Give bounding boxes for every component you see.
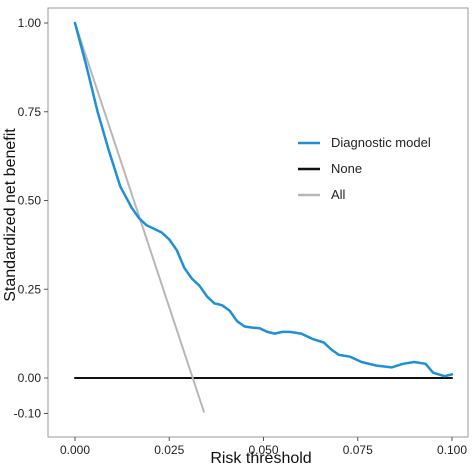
x-tick-label: 0.075 [343,443,373,457]
y-tick-label: 0.25 [18,282,42,296]
y-tick-label: -0.10 [14,407,42,421]
legend-label-all: All [331,187,346,202]
legend-item-diagnostic-model: Diagnostic model [298,135,431,150]
axes-frame [47,7,469,438]
legend-item-all: All [298,187,346,202]
y-tick-label: 0.50 [18,194,42,208]
x-axis-ticks: 0.000 0.025 0.050 0.075 0.100 [60,437,467,457]
y-tick-label: 0.00 [18,371,42,385]
y-tick-label: 0.75 [18,105,42,119]
x-tick-label: 0.000 [60,443,90,457]
plot-border [47,7,469,438]
x-axis-title: Risk threshold [210,450,311,467]
legend-label-none: None [331,161,362,176]
x-tick-label: 0.050 [248,443,278,457]
y-axis-title: Standardized net benefit [2,128,19,302]
legend-label-diagnostic-model: Diagnostic model [331,135,431,150]
y-axis-ticks: -0.10 0.00 0.25 0.50 0.75 1.00 [14,16,48,421]
x-tick-label: 0.100 [437,443,467,457]
y-tick-label: 1.00 [18,16,42,30]
legend-item-none: None [298,161,362,176]
x-tick-label: 0.025 [154,443,184,457]
series-line-diagnostic-model [73,21,454,378]
legend: Diagnostic model None All [298,135,431,202]
series-lines [73,21,454,413]
